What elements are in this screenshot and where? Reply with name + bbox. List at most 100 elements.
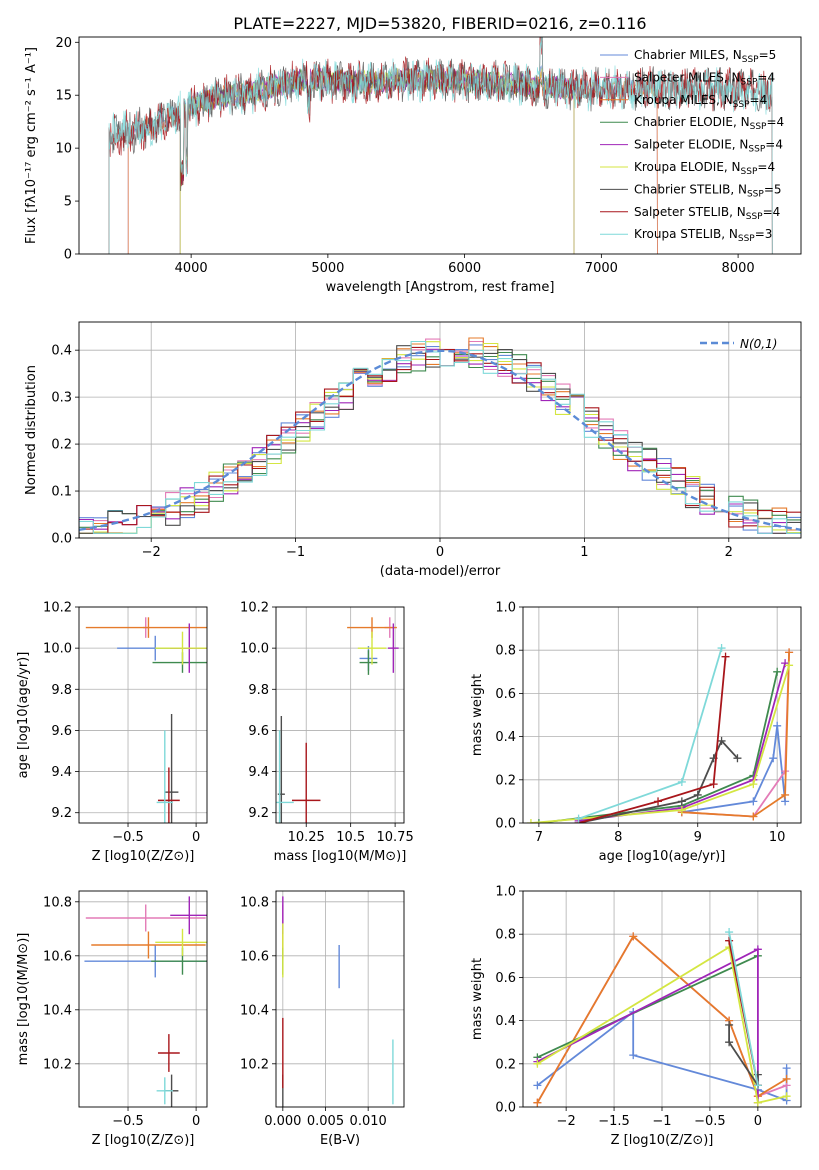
- weight-marker: [533, 1059, 542, 1068]
- legend-label: Salpeter ELODIE, NSSP=4: [634, 138, 783, 155]
- y-tick-label: 9.8: [51, 683, 72, 698]
- panel-mass-weight-vs-Z: −2 −1.5 −1 −0.5 0 0.0 0.2 0.4 0.6 0.8 1.0 Z [log10(…: [470, 885, 802, 1148]
- panel-mass-vs-EBV: 0.000 0.005 0.010 10.2 10.4 10.6 10.8 E(B-V): [240, 890, 405, 1148]
- axes-frame: [78, 321, 802, 539]
- weight-marker: [753, 945, 762, 954]
- y-tick-label: 0.4: [495, 730, 516, 745]
- weight-marker: [782, 1064, 791, 1073]
- y-axis-label: mass [log10(M/M⊙)]: [16, 933, 31, 1066]
- plot-area: [84, 896, 207, 1107]
- plot-area: [526, 644, 794, 823]
- y-tick-label: 10.4: [43, 1003, 72, 1018]
- y-tick-label: 9.6: [51, 724, 72, 739]
- weight-marker: [773, 721, 782, 730]
- x-tick-label: −1.5: [598, 1114, 630, 1129]
- y-axis-label: Flux [fλ10⁻¹⁷ erg cm⁻² s⁻¹ A⁻¹]: [24, 47, 39, 244]
- y-tick-label: 10.2: [240, 601, 269, 616]
- errorbar-point-4: [388, 623, 399, 673]
- errorbar-point-5: [155, 928, 207, 956]
- x-tick-label: 0: [436, 545, 444, 560]
- x-tick-label: −1: [652, 1114, 671, 1129]
- x-tick-label: 0.000: [264, 1114, 301, 1129]
- weight-marker: [733, 754, 742, 763]
- y-tick-label: 0.0: [495, 817, 516, 832]
- x-tick-label: −0.5: [112, 1114, 144, 1129]
- figure-title: PLATE=2227, MJD=53820, FIBERID=0216, z=0…: [233, 14, 646, 33]
- x-tick-label: 8: [614, 830, 622, 845]
- weight-marker: [749, 797, 758, 806]
- y-axis-label: mass weight: [470, 674, 485, 756]
- x-tick-label: 10.25: [288, 830, 325, 845]
- x-tick-label: −0.5: [694, 1114, 726, 1129]
- y-tick-label: 0: [64, 248, 72, 263]
- y-axis-label: age [log10(age/yr)]: [16, 652, 31, 779]
- legend-label: Chabrier MILES, NSSP=5: [634, 48, 776, 65]
- weight-marker: [677, 797, 686, 806]
- x-tick-label: −2: [557, 1114, 576, 1129]
- weight-marker: [785, 648, 794, 657]
- y-axis-label: Normed distribution: [24, 365, 39, 495]
- x-tick-label: 4000: [175, 261, 208, 276]
- weight-marker: [749, 812, 758, 821]
- y-tick-label: 10.4: [240, 1003, 269, 1018]
- x-tick-label: −2: [142, 545, 161, 560]
- y-tick-label: 1.0: [495, 885, 516, 900]
- x-tick-label: 2: [725, 545, 733, 560]
- y-tick-label: 0.2: [495, 1057, 516, 1072]
- y-tick-label: 15: [55, 89, 72, 104]
- errorbar-point-5: [155, 631, 207, 665]
- weight-line-8: [728, 931, 759, 1086]
- legend-label: N(0,1): [740, 337, 777, 351]
- panel-age-vs-Z: −0.5 0 9.2 9.4 9.6 9.8 10.0 10.2 Z [log10(Z/Z⊙)]…: [16, 601, 208, 864]
- weight-marker: [725, 1038, 734, 1047]
- y-tick-label: 10.8: [43, 895, 72, 910]
- y-tick-label: 20: [55, 36, 72, 51]
- panel-residuals: −2 −1 0 1 2 0.0 0.1 0.2 0.3 0.4 (data-model)/error…: [24, 321, 802, 579]
- weight-marker: [721, 652, 730, 661]
- weight-marker: [773, 667, 782, 676]
- x-tick-label: 5000: [311, 261, 344, 276]
- weight-marker: [534, 819, 543, 823]
- x-tick-label: −1: [286, 545, 305, 560]
- y-tick-label: 0.6: [495, 687, 516, 702]
- plot-area: [79, 337, 801, 538]
- y-tick-label: 1.0: [495, 601, 516, 616]
- errorbar-point-6: [164, 713, 179, 823]
- x-axis-label: mass [log10(M/M⊙)]: [274, 849, 407, 864]
- x-tick-label: 7: [535, 830, 543, 845]
- legend-label: Chabrier ELODIE, NSSP=4: [634, 115, 784, 132]
- y-tick-label: 9.8: [248, 683, 269, 698]
- weight-marker: [709, 780, 718, 789]
- weight-line-2: [681, 652, 790, 818]
- x-tick-label: 7000: [585, 261, 618, 276]
- y-tick-label: 9.2: [248, 806, 269, 821]
- weight-marker: [533, 1081, 542, 1090]
- y-axis-label: mass weight: [470, 958, 485, 1040]
- x-tick-label: −0.5: [112, 830, 144, 845]
- axes-frame: [522, 606, 802, 824]
- weight-line-5: [536, 945, 787, 1104]
- legend-label: Chabrier STELIB, NSSP=5: [634, 182, 782, 199]
- x-tick-label: 0.010: [350, 1114, 387, 1129]
- x-tick-label: 6000: [448, 261, 481, 276]
- y-tick-label: 0.4: [51, 344, 72, 359]
- y-tick-label: 10: [55, 142, 72, 157]
- errorbar-point-3: [359, 650, 378, 675]
- x-tick-label: 10: [769, 830, 786, 845]
- y-tick-label: 9.6: [248, 724, 269, 739]
- x-tick-label: 10.5: [336, 830, 365, 845]
- axes-frame: [275, 890, 405, 1108]
- weight-marker: [654, 797, 663, 806]
- y-tick-label: 0.8: [495, 644, 516, 659]
- weight-marker: [749, 780, 758, 789]
- x-tick-label: 1: [580, 545, 588, 560]
- y-tick-label: 0.4: [495, 1014, 516, 1029]
- axes-frame: [275, 606, 405, 824]
- y-tick-label: 10.0: [43, 642, 72, 657]
- weight-line-6: [578, 739, 739, 823]
- errorbar-point-7: [157, 1034, 180, 1072]
- errorbar-point-1: [85, 904, 206, 932]
- weight-marker: [782, 1074, 791, 1083]
